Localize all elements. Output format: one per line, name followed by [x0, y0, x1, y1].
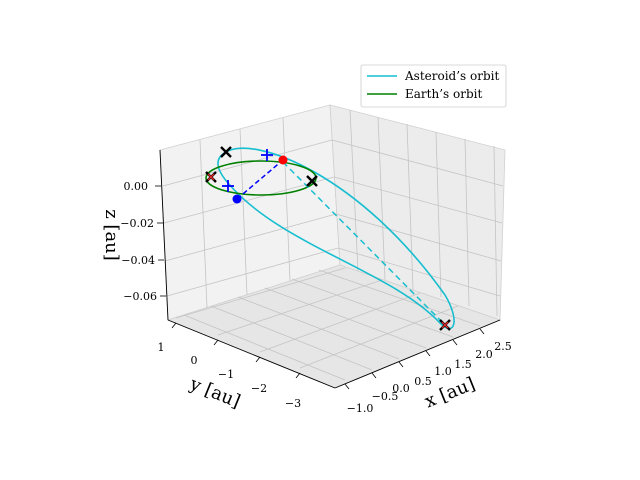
- x-tick-label: 2.5: [494, 340, 512, 353]
- x-tick-label: −0.5: [372, 390, 399, 403]
- legend-label-asteroid: Asteroid’s orbit: [404, 69, 499, 83]
- z-tick-labels: 0.00 −0.02 −0.04 −0.06: [120, 180, 157, 303]
- y-axis-label: y [au]: [186, 373, 243, 412]
- x-tick-label: 0.5: [414, 375, 432, 388]
- y-tick-label: −3: [285, 397, 301, 410]
- axis-panes: [159, 104, 506, 389]
- y-axis-line: [167, 319, 336, 389]
- z-tick-label: −0.02: [120, 217, 154, 230]
- blue-dashed-line: [236, 159, 284, 200]
- z-axis-line: [159, 149, 169, 321]
- axis-edges: [159, 149, 501, 389]
- black-x-marker: [306, 175, 318, 187]
- x-axis-line: [334, 319, 501, 389]
- y-tick-label: 0: [191, 354, 198, 367]
- blue-point: [232, 194, 242, 204]
- x-tick-label: 0.0: [392, 382, 410, 395]
- z-axis-label: z [au]: [101, 209, 122, 261]
- blue-plus-marker: [222, 180, 234, 192]
- blue-plus-marker: [261, 149, 273, 161]
- z-tick-label: −0.06: [123, 290, 157, 303]
- legend: Asteroid’s orbit Earth’s orbit: [360, 64, 507, 108]
- x-tick-label: 2.0: [475, 348, 493, 361]
- legend-label-earth: Earth’s orbit: [405, 87, 482, 101]
- y-tick-label: −1: [218, 368, 234, 381]
- z-tick-label: 0.00: [124, 180, 149, 193]
- y-tick-labels: 1 0 −1 −2 −3: [158, 341, 302, 410]
- y-tick-label: 1: [158, 341, 165, 354]
- x-tick-label: 1.5: [454, 358, 472, 371]
- y-tick-label: −2: [251, 382, 267, 395]
- x-tick-label: 1.0: [434, 365, 452, 378]
- black-x-marker: [220, 146, 232, 158]
- marker-group: [205, 146, 451, 331]
- grid-lines: [162, 109, 504, 381]
- ticks: [155, 185, 485, 390]
- asteroid-dashed-line: [282, 161, 446, 326]
- red-x-marker: [207, 173, 215, 181]
- x-tick-label: −1.0: [347, 402, 374, 415]
- x-tick-labels: −1.0 −0.5 0.0 0.5 1.0 1.5 2.0 2.5: [347, 340, 512, 415]
- z-tick-label: −0.04: [121, 254, 155, 267]
- red-point: [278, 155, 288, 165]
- legend-box: [360, 64, 507, 108]
- red-x-marker: [441, 321, 449, 329]
